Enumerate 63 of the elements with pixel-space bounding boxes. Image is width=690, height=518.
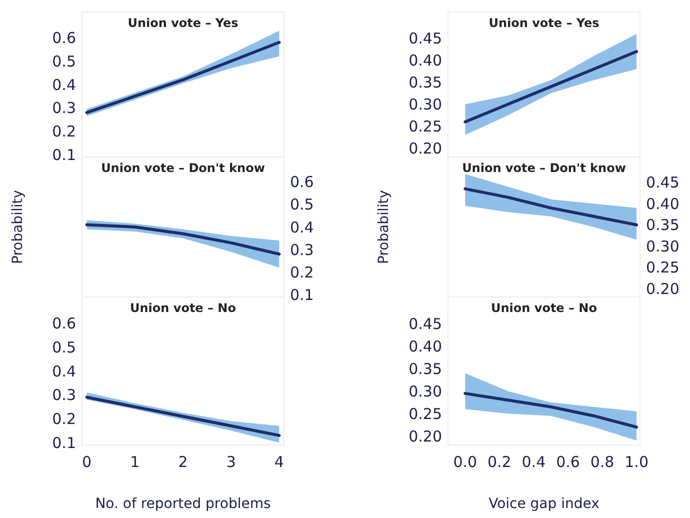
y-tick-label: 0.1 (52, 434, 76, 452)
y-tick-label: 0.6 (52, 28, 76, 47)
y-tick-label: 0.3 (290, 240, 314, 259)
chart-title: Union vote – Yes (488, 16, 600, 30)
y-tick-label: 0.6 (290, 173, 314, 192)
x-tick-label: 0.8 (590, 453, 614, 471)
x-tick-label: 2 (178, 453, 188, 471)
y-tick-label: 0.30 (408, 382, 442, 400)
y-tick-label: 0.45 (646, 174, 680, 192)
chart-title: Union vote – Don't know (101, 161, 265, 175)
x-tick-label: 1 (130, 453, 140, 471)
chart-title: Union vote – Don't know (462, 161, 626, 175)
y-tick-label: 0.20 (408, 427, 442, 446)
y-tick-label: 0.25 (408, 117, 442, 136)
x-tick-label: 0.6 (556, 453, 580, 471)
y-tick-label: 0.4 (52, 362, 76, 380)
y-tick-label: 0.35 (408, 360, 442, 378)
y-tick-label: 0.3 (52, 99, 76, 118)
y-tick-label: 0.6 (52, 314, 76, 333)
y-tick-label: 0.5 (52, 338, 76, 356)
x-tick-label: 4 (274, 453, 284, 471)
y-tick-label: 0.4 (290, 218, 314, 236)
line-series (464, 50, 638, 124)
chart-title: Union vote – No (130, 301, 236, 315)
y-tick-label: 0.40 (646, 194, 680, 213)
line-series (85, 40, 281, 114)
x-tick-label: 0.4 (522, 453, 546, 471)
y-axis-title: Probability (10, 190, 26, 264)
y-tick-label: 0.35 (408, 74, 442, 92)
y-tick-label: 0.30 (408, 96, 442, 114)
line-series (85, 396, 281, 437)
line-series (464, 392, 638, 429)
y-axis-title: Probability (376, 190, 392, 264)
y-tick-label: 0.5 (52, 52, 76, 70)
y-tick-label: 0.45 (408, 315, 442, 334)
x-axis-title: Voice gap index (488, 496, 600, 512)
x-tick-label: 1.0 (624, 453, 648, 471)
y-tick-label: 0.3 (52, 386, 76, 404)
y-tick-label: 0.1 (290, 286, 314, 304)
y-tick-label: 0.20 (646, 280, 680, 298)
chart-title: Union vote – No (491, 301, 597, 315)
y-tick-label: 0.40 (408, 338, 442, 356)
y-tick-label: 0.30 (646, 237, 680, 256)
line-series (464, 187, 638, 226)
y-tick-label: 0.25 (646, 258, 680, 277)
y-tick-label: 0.1 (52, 146, 76, 164)
y-tick-label: 0.4 (52, 76, 76, 94)
y-tick-label: 0.2 (52, 410, 76, 428)
y-tick-label: 0.40 (408, 52, 442, 70)
x-tick-label: 3 (226, 453, 236, 471)
y-tick-label: 0.25 (408, 404, 442, 423)
x-axis-title: No. of reported problems (95, 496, 271, 512)
y-tick-label: 0.45 (408, 30, 442, 48)
x-tick-label: 0.0 (453, 453, 478, 471)
y-tick-label: 0.2 (290, 263, 314, 282)
y-tick-label: 0.20 (408, 139, 442, 158)
x-tick-label: 0 (82, 453, 92, 471)
x-tick-label: 0.2 (488, 453, 512, 471)
y-tick-label: 0.2 (52, 122, 76, 141)
line-series (85, 223, 281, 256)
y-tick-label: 0.5 (290, 196, 314, 214)
y-tick-label: 0.35 (646, 216, 680, 234)
chart-title: Union vote – Yes (128, 16, 238, 30)
